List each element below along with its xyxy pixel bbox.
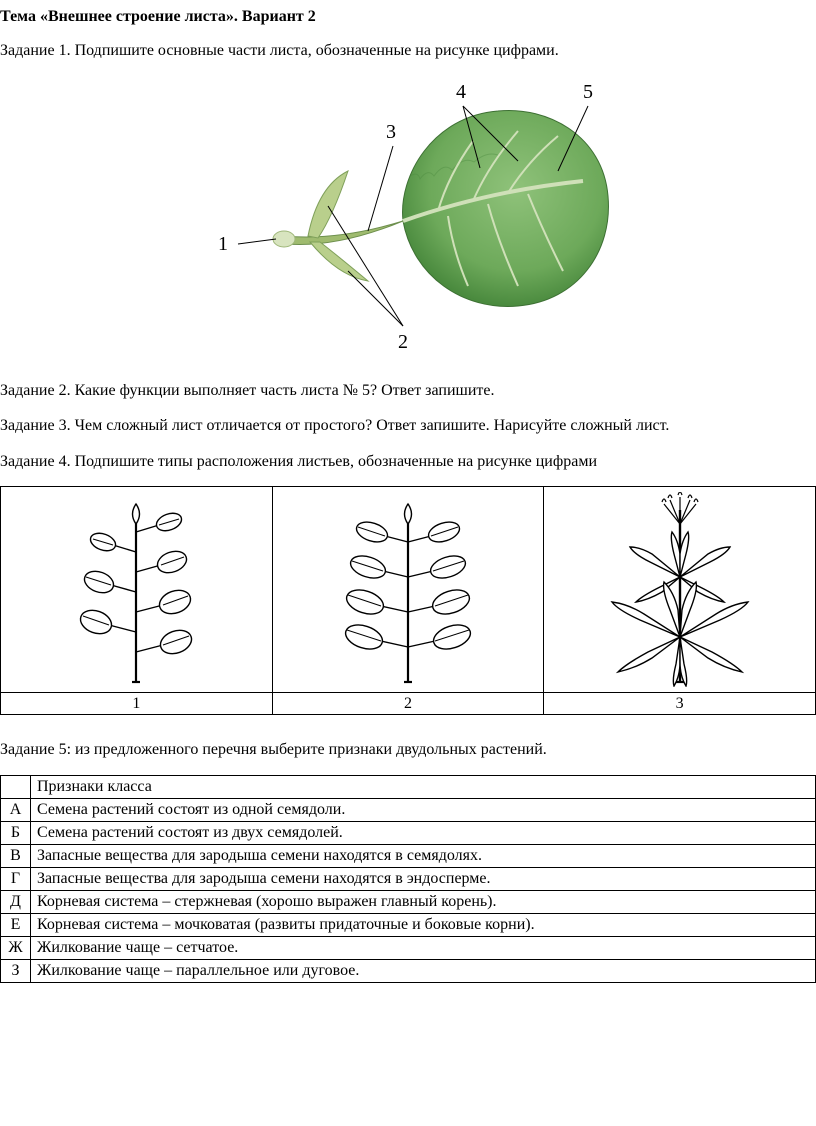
leaf-label-3: 3 <box>386 121 396 143</box>
table-row: ГЗапасные вещества для зародыша семени н… <box>1 867 816 890</box>
task-5-text: Задание 5: из предложенного перечня выбе… <box>0 739 816 761</box>
table-row: БСемена растений состоят из двух семядол… <box>1 821 816 844</box>
leaf-label-1: 1 <box>218 233 228 255</box>
table-row: ЗЖилкование чаще – параллельное или дуго… <box>1 959 816 982</box>
leaf-label-2: 2 <box>398 331 408 353</box>
features-header: Признаки класса <box>31 775 816 798</box>
features-header-blank <box>1 775 31 798</box>
leaf-diagram: 1 2 3 4 5 <box>0 76 816 356</box>
task-4-text: Задание 4. Подпишите типы расположения л… <box>0 451 816 473</box>
features-table: Признаки класса АСемена растений состоят… <box>0 775 816 983</box>
table-row: ДКорневая система – стержневая (хорошо в… <box>1 890 816 913</box>
table-row: ЖЖилкование чаще – сетчатое. <box>1 936 816 959</box>
arrangement-cell-1 <box>1 487 273 693</box>
arrangement-label-3: 3 <box>544 693 816 715</box>
arrangement-label-1: 1 <box>1 693 273 715</box>
leaf-label-4: 4 <box>456 81 466 103</box>
arrangement-label-2: 2 <box>272 693 544 715</box>
task-2-text: Задание 2. Какие функции выполняет часть… <box>0 380 816 402</box>
leaf-label-5: 5 <box>583 81 593 103</box>
arrangement-cell-2 <box>272 487 544 693</box>
table-row: ВЗапасные вещества для зародыша семени н… <box>1 844 816 867</box>
task-3-text: Задание 3. Чем сложный лист отличается о… <box>0 415 816 437</box>
table-row: ЕКорневая система – мочковатая (развиты … <box>1 913 816 936</box>
page-title: Тема «Внешнее строение листа». Вариант 2 <box>0 8 816 26</box>
arrangement-cell-3 <box>544 487 816 693</box>
table-row: АСемена растений состоят из одной семядо… <box>1 798 816 821</box>
task-1-text: Задание 1. Подпишите основные части лист… <box>0 40 816 62</box>
arrangement-table: 1 2 3 <box>0 486 816 715</box>
